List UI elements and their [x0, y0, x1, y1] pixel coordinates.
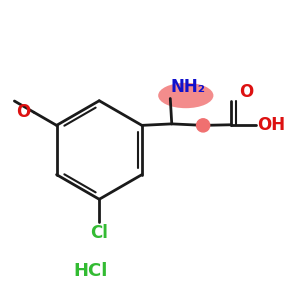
Text: OH: OH	[257, 116, 285, 134]
Text: O: O	[16, 103, 30, 121]
Ellipse shape	[158, 83, 213, 108]
Circle shape	[196, 119, 210, 132]
Text: Cl: Cl	[90, 224, 108, 242]
Text: HCl: HCl	[73, 262, 107, 280]
Text: NH₂: NH₂	[171, 78, 206, 96]
Text: O: O	[239, 82, 253, 100]
